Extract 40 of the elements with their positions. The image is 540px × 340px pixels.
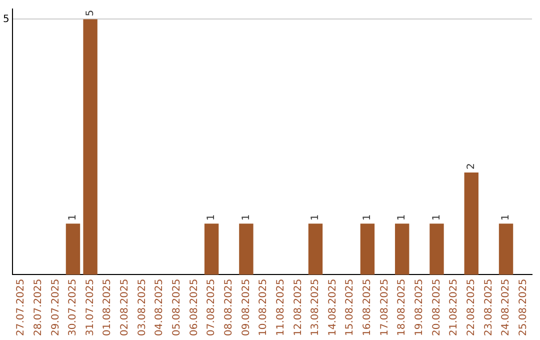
data-label: 1 <box>310 214 322 221</box>
x-tick-label: 08.08.2025 <box>223 278 234 336</box>
x-tick-label: 17.08.2025 <box>379 278 390 336</box>
x-tick-label: 12.08.2025 <box>292 278 304 336</box>
x-tick-label: 24.08.2025 <box>500 278 512 336</box>
data-label: 1 <box>362 214 374 221</box>
x-tick-label: 29.07.2025 <box>50 278 62 336</box>
x-tick-label: 30.07.2025 <box>68 278 79 336</box>
x-tick-label: 19.08.2025 <box>414 278 426 336</box>
x-tick-label: 01.08.2025 <box>102 278 114 336</box>
data-label: 1 <box>500 214 512 221</box>
x-tick-label: 09.08.2025 <box>240 278 252 336</box>
x-tick-label: 20.08.2025 <box>431 278 442 336</box>
x-tick-label: 02.08.2025 <box>120 278 131 336</box>
x-tick-label: 16.08.2025 <box>362 278 374 336</box>
x-tick-label: 03.08.2025 <box>136 278 148 336</box>
x-tick-label: 22.08.2025 <box>466 278 477 336</box>
x-tick-label: 21.08.2025 <box>448 278 460 336</box>
x-tick-label: 13.08.2025 <box>310 278 322 336</box>
x-tick-label: 06.08.2025 <box>188 278 200 336</box>
data-label: 1 <box>396 214 408 221</box>
x-tick-label: 15.08.2025 <box>344 278 356 336</box>
x-tick-label: 14.08.2025 <box>327 278 338 336</box>
data-label: 1 <box>68 214 79 221</box>
x-tick-label: 23.08.2025 <box>483 278 494 336</box>
x-tick-label: 07.08.2025 <box>206 278 218 336</box>
data-label: 5 <box>84 10 96 16</box>
x-tick-label: 18.08.2025 <box>396 278 408 336</box>
data-label: 1 <box>206 214 218 221</box>
data-label: 1 <box>431 214 442 221</box>
x-tick-label: 11.08.2025 <box>275 278 286 336</box>
data-label: 1 <box>240 214 252 221</box>
x-tick-label: 31.07.2025 <box>84 278 96 336</box>
x-tick-label: 27.07.2025 <box>16 278 27 336</box>
x-tick-label: 10.08.2025 <box>258 278 270 336</box>
x-tick-label: 28.07.2025 <box>32 278 44 336</box>
x-tick-label: 05.08.2025 <box>172 278 183 336</box>
data-label: 2 <box>466 163 477 170</box>
x-tick-label: 25.08.2025 <box>518 278 529 336</box>
x-tick-label: 04.08.2025 <box>154 278 166 336</box>
